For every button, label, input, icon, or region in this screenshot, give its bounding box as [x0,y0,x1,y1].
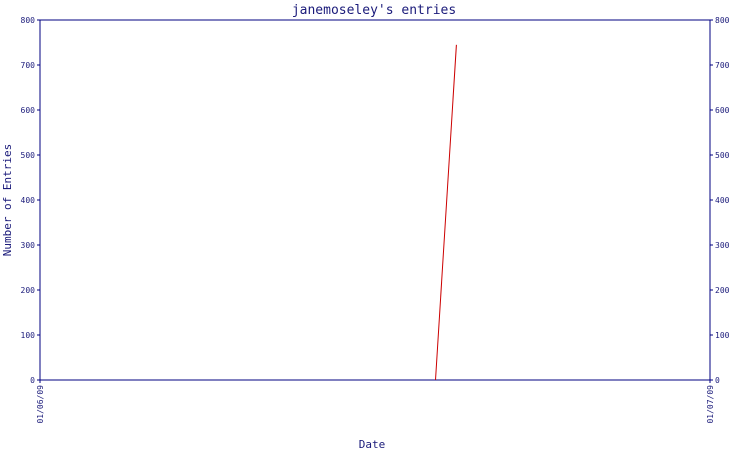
y-tick-label-right: 0 [715,376,720,385]
y-axis-right: 0 100 200 300 400 500 600 700 800 [710,16,730,385]
y-tick-label-left: 700 [21,61,36,70]
x-axis: 01/06/09 01/07/09 [36,380,715,424]
y-tick-label-right: 300 [715,241,730,250]
y-tick-label-right: 600 [715,106,730,115]
y-tick-label-right: 700 [715,61,730,70]
y-tick-label-left: 800 [21,16,36,25]
y-axis-left: 0 100 200 300 400 500 600 700 800 [21,16,40,385]
y-tick-label-left: 600 [21,106,36,115]
y-tick-label-right: 800 [715,16,730,25]
y-tick-label-left: 0 [30,376,35,385]
x-tick-label: 01/06/09 [36,385,45,424]
chart-title: janemoseley's entries [292,3,456,18]
series-line [435,44,457,381]
y-tick-label-right: 200 [715,286,730,295]
series-layer [435,44,457,381]
y-tick-label-left: 100 [21,331,36,340]
y-axis-title: Number of Entries [1,144,14,257]
x-axis-title: Date [359,438,386,450]
y-tick-label-left: 400 [21,196,36,205]
y-tick-label-left: 200 [21,286,36,295]
x-tick-label: 01/07/09 [706,385,715,424]
y-tick-label-left: 300 [21,241,36,250]
y-tick-label-right: 100 [715,331,730,340]
y-tick-label-right: 500 [715,151,730,160]
y-tick-label-left: 500 [21,151,36,160]
y-tick-label-right: 400 [715,196,730,205]
